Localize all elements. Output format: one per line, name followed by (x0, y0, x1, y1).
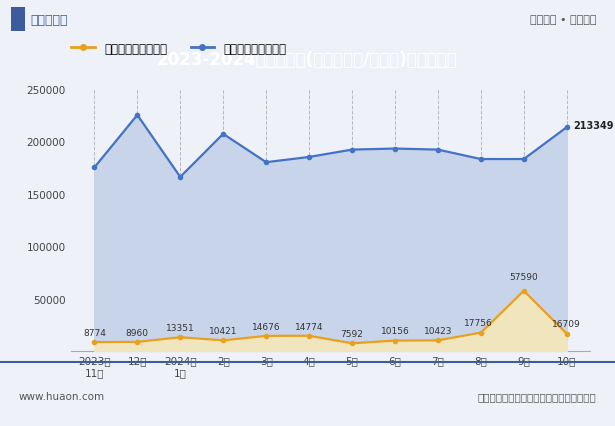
Text: 17756: 17756 (464, 319, 493, 328)
Text: 16709: 16709 (552, 320, 581, 329)
Text: 华经情报网: 华经情报网 (31, 14, 68, 27)
Text: 专业严谨 • 客观科学: 专业严谨 • 客观科学 (530, 15, 597, 25)
Text: 10423: 10423 (424, 326, 452, 335)
Text: 57590: 57590 (509, 273, 538, 282)
Text: 14676: 14676 (252, 322, 280, 331)
Legend: 出口总额（千美元）, 进口总额（千美元）: 出口总额（千美元）, 进口总额（千美元） (66, 38, 292, 60)
Text: 7592: 7592 (341, 329, 363, 338)
Text: 10156: 10156 (381, 327, 410, 336)
Text: 13351: 13351 (166, 323, 194, 332)
Text: www.huaon.com: www.huaon.com (18, 391, 105, 401)
Bar (11, 8, 25, 32)
Text: 14774: 14774 (295, 322, 323, 331)
Text: www.huaon.com: www.huaon.com (278, 245, 404, 259)
Text: 213349: 213349 (573, 121, 614, 131)
Text: 10421: 10421 (209, 326, 237, 335)
Text: 华经产业研究院: 华经产业研究院 (288, 196, 394, 219)
Text: 数据来源：中国海关，华经产业研究院整理: 数据来源：中国海关，华经产业研究院整理 (478, 391, 597, 401)
Text: 2023-2024年满洲里市(境内目的地/货源地)进、出口额: 2023-2024年满洲里市(境内目的地/货源地)进、出口额 (157, 51, 458, 69)
Text: 8960: 8960 (126, 328, 149, 337)
Text: 8774: 8774 (83, 328, 106, 337)
